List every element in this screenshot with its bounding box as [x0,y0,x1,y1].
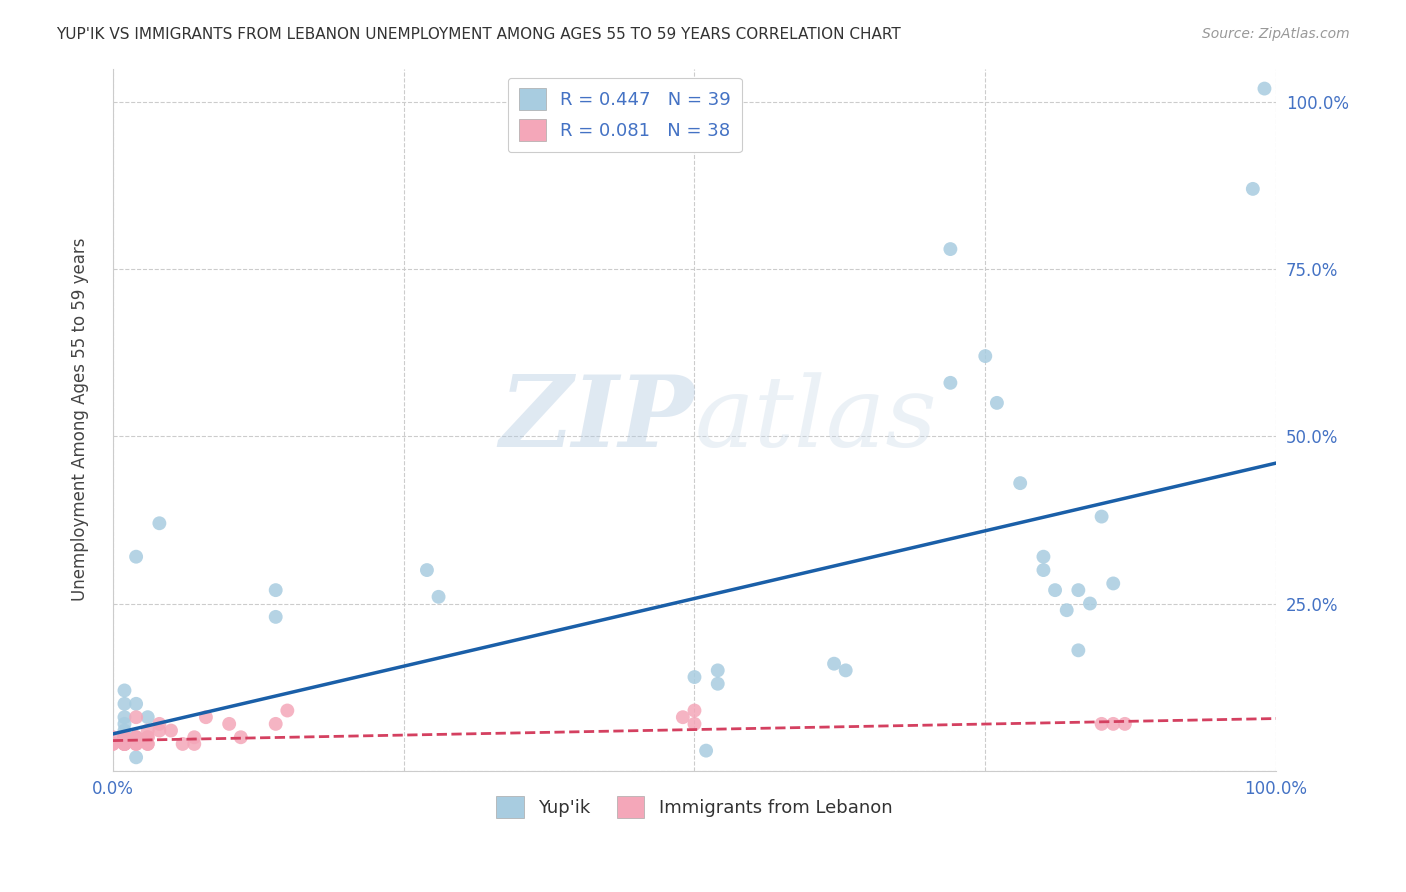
Point [683,704,706,718]
Point [160,723,183,738]
Point [114,731,136,745]
Point [1102,717,1125,731]
Point [125,737,148,751]
Point [114,723,136,738]
Point [1091,509,1114,524]
Point [706,677,728,691]
Point [427,590,450,604]
Point [114,731,136,745]
Point [974,349,997,363]
Point [183,737,205,751]
Point [683,717,706,731]
Point [125,697,148,711]
Point [276,704,298,718]
Point [136,723,159,738]
Y-axis label: Unemployment Among Ages 55 to 59 years: Unemployment Among Ages 55 to 59 years [72,238,89,601]
Point [114,737,136,751]
Point [1078,597,1101,611]
Point [1091,717,1114,731]
Point [706,664,728,678]
Point [218,717,240,731]
Point [114,683,136,698]
Point [148,723,170,738]
Point [114,737,136,751]
Point [114,717,136,731]
Point [1102,576,1125,591]
Point [416,563,439,577]
Point [183,731,205,745]
Point [136,731,159,745]
Point [823,657,845,671]
Point [1032,563,1054,577]
Point [136,731,159,745]
Point [1032,549,1054,564]
Point [939,242,962,256]
Point [172,737,194,751]
Point [986,396,1008,410]
Point [125,549,148,564]
Legend: Yup'ik, Immigrants from Lebanon: Yup'ik, Immigrants from Lebanon [489,789,900,825]
Point [101,731,124,745]
Point [834,664,856,678]
Point [114,737,136,751]
Point [125,731,148,745]
Text: Source: ZipAtlas.com: Source: ZipAtlas.com [1202,27,1350,41]
Point [683,670,706,684]
Point [148,717,170,731]
Point [1253,81,1275,95]
Point [114,731,136,745]
Point [114,710,136,724]
Point [101,737,124,751]
Text: ZIP: ZIP [499,371,695,468]
Point [125,750,148,764]
Point [672,710,695,724]
Point [1241,182,1264,196]
Point [194,710,217,724]
Point [939,376,962,390]
Point [114,697,136,711]
Point [101,737,124,751]
Point [1114,717,1136,731]
Point [136,710,159,724]
Point [114,731,136,745]
Point [125,710,148,724]
Point [136,737,159,751]
Text: YUP'IK VS IMMIGRANTS FROM LEBANON UNEMPLOYMENT AMONG AGES 55 TO 59 YEARS CORRELA: YUP'IK VS IMMIGRANTS FROM LEBANON UNEMPL… [56,27,901,42]
Point [264,583,287,598]
Point [125,731,148,745]
Point [125,731,148,745]
Point [1056,603,1078,617]
Point [1067,583,1090,598]
Point [125,731,148,745]
Point [229,731,252,745]
Point [1010,476,1032,491]
Point [264,717,287,731]
Point [695,744,717,758]
Point [136,737,159,751]
Point [1043,583,1066,598]
Point [114,737,136,751]
Point [1067,643,1090,657]
Point [264,610,287,624]
Point [125,737,148,751]
Text: atlas: atlas [695,372,938,467]
Point [114,737,136,751]
Point [148,516,170,531]
